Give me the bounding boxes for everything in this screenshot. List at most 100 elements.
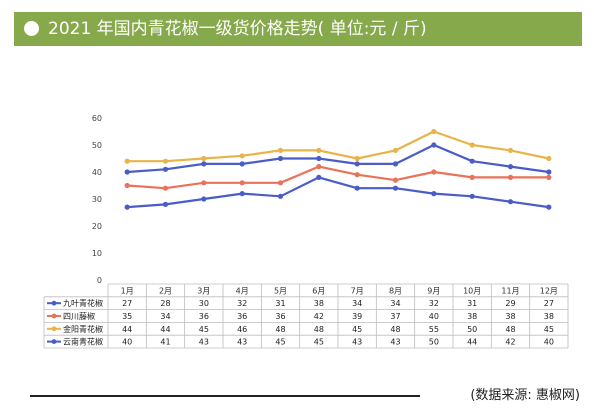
x-tick-label: 11月 bbox=[501, 286, 519, 295]
series-line bbox=[127, 130, 550, 163]
bullet-icon bbox=[24, 21, 39, 36]
legend-marker bbox=[51, 313, 57, 319]
data-point bbox=[201, 155, 207, 162]
data-point bbox=[354, 172, 360, 178]
data-label: 36 bbox=[199, 312, 209, 321]
data-label: 32 bbox=[237, 299, 247, 308]
data-point bbox=[162, 158, 169, 164]
data-label: 48 bbox=[390, 325, 400, 334]
data-label: 43 bbox=[237, 338, 247, 347]
data-point bbox=[201, 161, 207, 167]
data-point bbox=[354, 155, 360, 162]
data-point bbox=[392, 177, 399, 183]
data-point bbox=[239, 180, 245, 186]
data-point bbox=[277, 193, 284, 199]
data-label: 38 bbox=[505, 312, 515, 321]
data-label: 36 bbox=[275, 312, 285, 321]
chart-title: 2021 年国内青花椒一级货价格走势( 单位:元 / 斤) bbox=[48, 19, 427, 39]
data-label: 44 bbox=[122, 325, 132, 334]
data-point bbox=[239, 153, 245, 159]
data-label: 35 bbox=[122, 312, 132, 321]
data-label: 40 bbox=[429, 312, 439, 321]
title-banner: 2021 年国内青花椒一级货价格走势( 单位:元 / 斤) bbox=[14, 12, 582, 46]
data-label: 41 bbox=[160, 338, 170, 347]
data-point bbox=[507, 174, 514, 180]
data-label: 31 bbox=[275, 299, 285, 308]
data-label: 42 bbox=[314, 312, 324, 321]
data-label: 46 bbox=[237, 325, 247, 334]
x-tick-label: 6月 bbox=[312, 286, 325, 295]
data-label: 36 bbox=[237, 312, 247, 321]
y-tick-label: 30 bbox=[92, 195, 102, 204]
x-tick-label: 12月 bbox=[540, 286, 558, 295]
data-point bbox=[124, 158, 130, 164]
data-point bbox=[507, 164, 514, 170]
series-line bbox=[127, 176, 549, 209]
data-label: 34 bbox=[390, 299, 400, 308]
data-point bbox=[316, 147, 322, 153]
data-label: 50 bbox=[429, 338, 439, 347]
data-point bbox=[277, 180, 284, 186]
data-point bbox=[469, 158, 475, 164]
data-label: 43 bbox=[352, 338, 362, 347]
data-point bbox=[354, 185, 360, 191]
data-label: 40 bbox=[544, 338, 554, 347]
data-point bbox=[431, 142, 437, 148]
data-label: 45 bbox=[314, 338, 324, 347]
x-tick-label: 1月 bbox=[121, 286, 134, 295]
data-point bbox=[546, 155, 552, 162]
series-line bbox=[127, 165, 549, 190]
series-line bbox=[127, 143, 549, 174]
legend-marker bbox=[51, 339, 57, 344]
data-point bbox=[277, 155, 284, 162]
data-point bbox=[392, 161, 399, 167]
data-point bbox=[277, 147, 284, 153]
y-tick-label: 20 bbox=[92, 222, 102, 231]
x-tick-label: 4月 bbox=[236, 286, 249, 295]
x-tick-label: 2月 bbox=[159, 286, 172, 295]
data-label: 27 bbox=[544, 299, 554, 308]
data-source: (数据来源: 惠椒网) bbox=[470, 388, 580, 403]
x-tick-label: 3月 bbox=[197, 286, 210, 295]
data-point bbox=[392, 185, 399, 191]
data-label: 43 bbox=[199, 338, 209, 347]
y-tick-label: 40 bbox=[92, 168, 102, 177]
data-label: 32 bbox=[429, 299, 439, 308]
y-tick-label: 10 bbox=[92, 249, 102, 258]
data-point bbox=[507, 147, 514, 153]
data-point bbox=[546, 169, 552, 175]
legend-label: 九叶青花椒 bbox=[63, 298, 103, 308]
data-point bbox=[546, 204, 552, 210]
legend-marker bbox=[51, 326, 57, 332]
data-label: 28 bbox=[160, 299, 170, 308]
x-tick-label: 5月 bbox=[274, 286, 287, 295]
x-tick-label: 9月 bbox=[427, 286, 440, 295]
data-point bbox=[162, 166, 169, 172]
data-point bbox=[162, 185, 169, 191]
data-point bbox=[469, 142, 475, 148]
data-label: 55 bbox=[429, 325, 439, 334]
data-point bbox=[316, 164, 322, 170]
data-label: 27 bbox=[122, 299, 132, 308]
data-label: 48 bbox=[275, 325, 285, 334]
data-point bbox=[316, 174, 322, 180]
data-label: 34 bbox=[160, 312, 170, 321]
data-point bbox=[392, 147, 399, 153]
data-point bbox=[431, 191, 437, 197]
x-tick-label: 7月 bbox=[351, 286, 364, 295]
data-label: 39 bbox=[352, 312, 362, 321]
data-label: 30 bbox=[199, 299, 209, 308]
data-label: 38 bbox=[544, 312, 554, 321]
x-tick-label: 10月 bbox=[463, 286, 481, 295]
data-point bbox=[546, 174, 552, 180]
data-point bbox=[431, 128, 437, 135]
data-point bbox=[354, 161, 360, 167]
y-tick-label: 60 bbox=[92, 114, 102, 123]
data-label: 50 bbox=[467, 325, 477, 334]
data-label: 34 bbox=[352, 299, 362, 308]
data-label: 45 bbox=[199, 325, 209, 334]
legend-label: 云南青花椒 bbox=[63, 337, 103, 347]
data-point bbox=[124, 182, 130, 189]
data-label: 38 bbox=[467, 312, 477, 321]
data-label: 37 bbox=[390, 312, 400, 321]
